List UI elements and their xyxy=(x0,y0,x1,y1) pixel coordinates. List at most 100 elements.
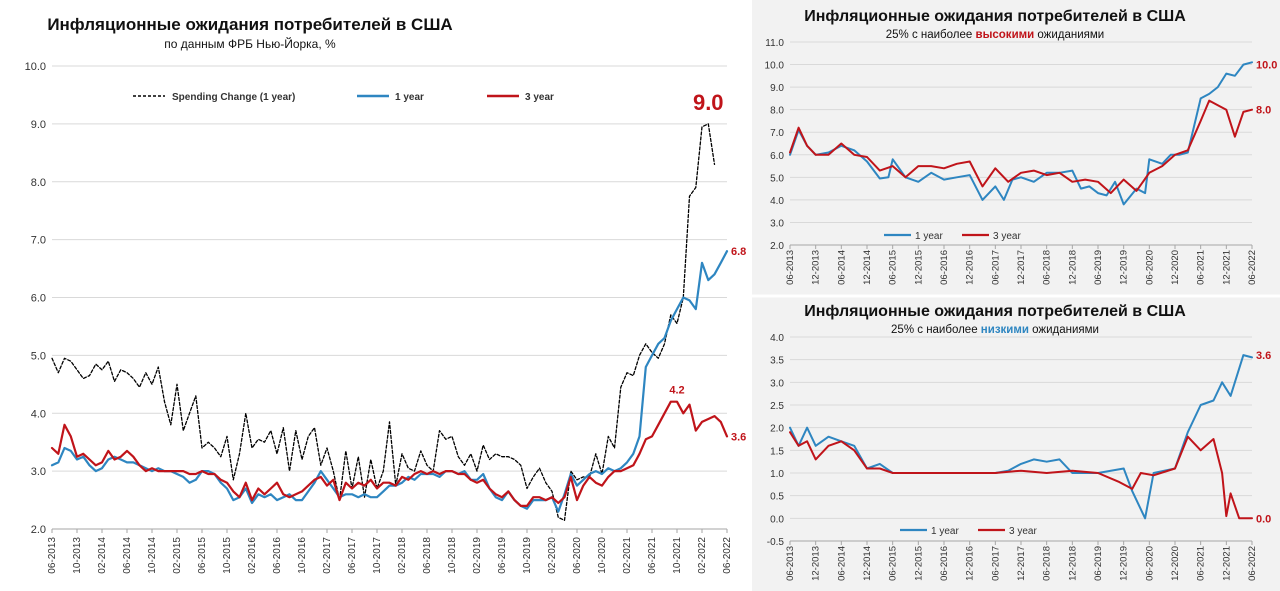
low-x-tick-label: 06-2022 xyxy=(1247,546,1258,581)
high-data-label: 10.0 xyxy=(1256,60,1277,72)
low-y-tick-label: 1.0 xyxy=(770,469,784,480)
high-x-tick-label: 12-2019 xyxy=(1119,250,1130,285)
low-y-tick-label: 1.5 xyxy=(770,446,784,457)
high-x-tick-label: 12-2017 xyxy=(1016,250,1027,285)
main-x-tick-label: 02-2014 xyxy=(97,537,108,574)
high-data-label: 8.0 xyxy=(1256,105,1271,117)
main-y-tick-label: 7.0 xyxy=(31,235,46,247)
main-x-tick-label: 02-2020 xyxy=(547,537,558,574)
low-x-tick-label: 06-2018 xyxy=(1042,546,1053,581)
low-series xyxy=(789,354,1253,520)
legend-label-spending: Spending Change (1 year) xyxy=(172,92,295,103)
high-annotations: 10.0 8.0 xyxy=(1256,60,1277,117)
high-x-tick-label: 06-2014 xyxy=(836,250,847,285)
legend-label-3year-high: 3 year xyxy=(993,231,1021,242)
main-series-line-spending-change-1-year- xyxy=(51,123,716,521)
high-x-tick-label: 06-2015 xyxy=(888,250,899,285)
legend-label-3year-low: 3 year xyxy=(1009,526,1037,537)
main-y-axis: 2.0 3.0 4.0 5.0 6.0 7.0 8.0 9.0 10.0 xyxy=(25,61,46,536)
low-y-tick-label: 3.0 xyxy=(770,378,784,389)
main-x-tick-label: 02-2019 xyxy=(472,537,483,574)
low-x-tick-label: 12-2018 xyxy=(1067,546,1078,581)
legend-label-1year-low: 1 year xyxy=(931,526,959,537)
high-x-tick-label: 06-2020 xyxy=(1144,250,1155,285)
main-y-tick-label: 10.0 xyxy=(25,61,46,73)
high-y-tick-label: 2.0 xyxy=(770,241,784,252)
low-series-line-3-year xyxy=(789,431,1253,520)
high-x-tick-label: 12-2014 xyxy=(862,250,873,285)
high-y-tick-label: 9.0 xyxy=(770,83,784,94)
high-x-tick-label: 06-2019 xyxy=(1093,250,1104,285)
main-x-tick-label: 10-2013 xyxy=(72,537,83,574)
low-x-tick-label: 06-2014 xyxy=(836,546,847,581)
main-x-tick-label: 10-2020 xyxy=(597,537,608,574)
main-x-tick-label: 02-2022 xyxy=(697,537,708,574)
main-data-label: 9.0 xyxy=(693,90,724,115)
high-y-tick-label: 3.0 xyxy=(770,218,784,229)
low-x-axis: 06-2013 12-2013 06-2014 12-2014 06-2015 12-20… xyxy=(785,540,1258,581)
high-x-tick-label: 12-2020 xyxy=(1170,250,1181,285)
low-y-tick-label: -0.5 xyxy=(767,537,785,548)
high-y-tick-label: 6.0 xyxy=(770,151,784,162)
high-subtitle-pre: 25% с наиболее xyxy=(886,29,976,41)
low-x-tick-label: 12-2015 xyxy=(913,546,924,581)
low-x-tick-label: 12-2019 xyxy=(1119,546,1130,581)
low-y-tick-label: 2.5 xyxy=(770,401,784,412)
main-annotations: 9.0 6.8 4.2 3.6 xyxy=(669,90,746,444)
main-x-tick-label: 06-2022 xyxy=(722,537,733,574)
legend-label-1year: 1 year xyxy=(395,92,424,103)
low-x-tick-label: 12-2013 xyxy=(811,546,822,581)
low-x-tick-label: 06-2013 xyxy=(785,546,796,581)
high-x-tick-label: 06-2022 xyxy=(1247,250,1258,285)
low-x-tick-label: 12-2014 xyxy=(862,546,873,581)
chart-high: Инфляционные ожидания потребителей в США… xyxy=(765,8,1278,285)
main-x-tick-label: 10-2017 xyxy=(372,537,383,574)
chart-low: Инфляционные ожидания потребителей в США… xyxy=(767,303,1272,581)
high-x-tick-label: 12-2013 xyxy=(811,250,822,285)
high-x-tick-label: 06-2021 xyxy=(1196,250,1207,285)
low-y-tick-label: 2.0 xyxy=(770,424,784,435)
low-data-label: 3.6 xyxy=(1256,350,1271,362)
main-x-tick-label: 02-2015 xyxy=(172,537,183,574)
high-x-tick-label: 12-2018 xyxy=(1067,250,1078,285)
low-x-tick-label: 12-2016 xyxy=(965,546,976,581)
main-x-tick-label: 10-2018 xyxy=(447,537,458,574)
main-x-tick-label: 06-2021 xyxy=(647,537,658,574)
high-y-tick-label: 7.0 xyxy=(770,128,784,139)
high-subtitle-emphasis: высокими xyxy=(976,29,1035,41)
low-x-tick-label: 06-2020 xyxy=(1144,546,1155,581)
high-y-axis: 2.0 3.0 4.0 5.0 6.0 7.0 8.0 9.0 10.0 11.0 xyxy=(765,38,785,252)
high-x-tick-label: 06-2013 xyxy=(785,250,796,285)
low-y-tick-label: 3.5 xyxy=(770,356,784,367)
low-subtitle-pre: 25% с наиболее xyxy=(891,324,981,336)
main-x-tick-label: 02-2017 xyxy=(322,537,333,574)
high-y-tick-label: 5.0 xyxy=(770,173,784,184)
high-chart-subtitle: 25% с наиболее высокими ожиданиями xyxy=(886,29,1105,41)
low-x-tick-label: 12-2020 xyxy=(1170,546,1181,581)
low-y-tick-label: 0.0 xyxy=(770,514,784,525)
high-legend: 1 year 3 year xyxy=(884,231,1021,242)
main-x-tick-label: 06-2018 xyxy=(422,537,433,574)
main-x-tick-label: 06-2017 xyxy=(347,537,358,574)
high-chart-title: Инфляционные ожидания потребителей в США xyxy=(804,8,1186,25)
main-x-tick-label: 10-2021 xyxy=(672,537,683,574)
low-x-tick-label: 12-2017 xyxy=(1016,546,1027,581)
main-y-tick-label: 4.0 xyxy=(31,408,46,420)
low-grid xyxy=(790,336,1252,542)
main-data-label: 6.8 xyxy=(731,246,746,258)
low-subtitle-post: ожиданиями xyxy=(1029,324,1099,336)
low-series-line-1-year xyxy=(789,354,1253,520)
main-series-line-3-year xyxy=(50,400,729,507)
main-x-tick-label: 06-2015 xyxy=(197,537,208,574)
main-x-tick-label: 06-2020 xyxy=(572,537,583,574)
main-y-tick-label: 2.0 xyxy=(31,524,46,536)
low-data-label: 0.0 xyxy=(1256,513,1271,525)
main-x-tick-label: 06-2014 xyxy=(122,537,133,574)
high-x-tick-label: 06-2016 xyxy=(939,250,950,285)
low-y-tick-label: 4.0 xyxy=(770,333,784,344)
main-x-tick-label: 02-2018 xyxy=(397,537,408,574)
low-x-tick-label: 06-2015 xyxy=(888,546,899,581)
high-y-tick-label: 4.0 xyxy=(770,196,784,207)
main-x-tick-label: 02-2016 xyxy=(247,537,258,574)
